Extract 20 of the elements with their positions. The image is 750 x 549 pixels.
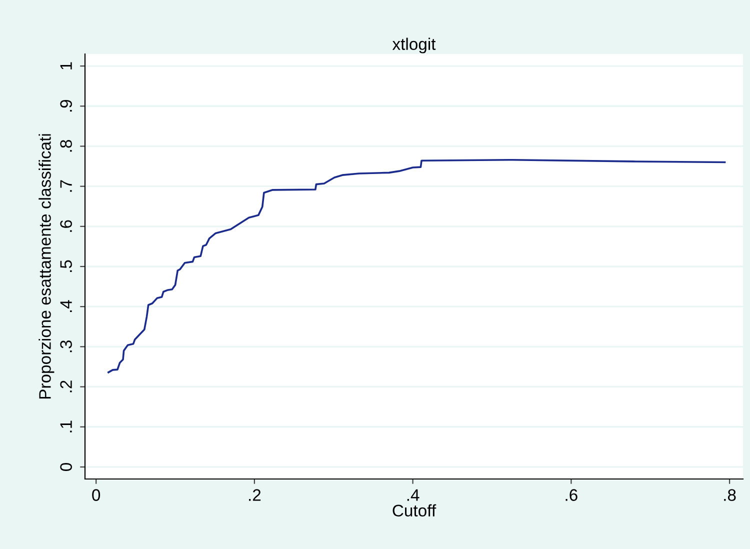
- x-tick-label: .4: [407, 489, 420, 501]
- chart-title: xtlogit: [392, 38, 436, 54]
- y-tick-label: .7: [60, 180, 72, 192]
- x-tick-label: .2: [249, 489, 261, 501]
- y-tick-label: .4: [60, 300, 72, 312]
- y-tick-label: .9: [60, 100, 72, 112]
- y-tick-label: 0: [60, 462, 72, 471]
- y-tick-label: 1: [60, 62, 72, 70]
- y-tick-label: .1: [60, 420, 72, 432]
- x-tick-label: 0: [92, 489, 100, 501]
- x-tick-label: .6: [566, 489, 578, 501]
- y-axis-title: Proporzione esattamente classificati: [38, 134, 54, 399]
- x-tick-label: .8: [724, 489, 736, 501]
- line-series: [108, 158, 726, 374]
- x-axis-title: Cutoff: [392, 504, 436, 516]
- y-tick-label: .6: [60, 220, 72, 232]
- y-tick-label: .3: [60, 340, 72, 352]
- y-tick-label: .2: [60, 380, 72, 392]
- y-tick-label: .5: [60, 260, 72, 272]
- y-tick-label: .8: [60, 140, 72, 152]
